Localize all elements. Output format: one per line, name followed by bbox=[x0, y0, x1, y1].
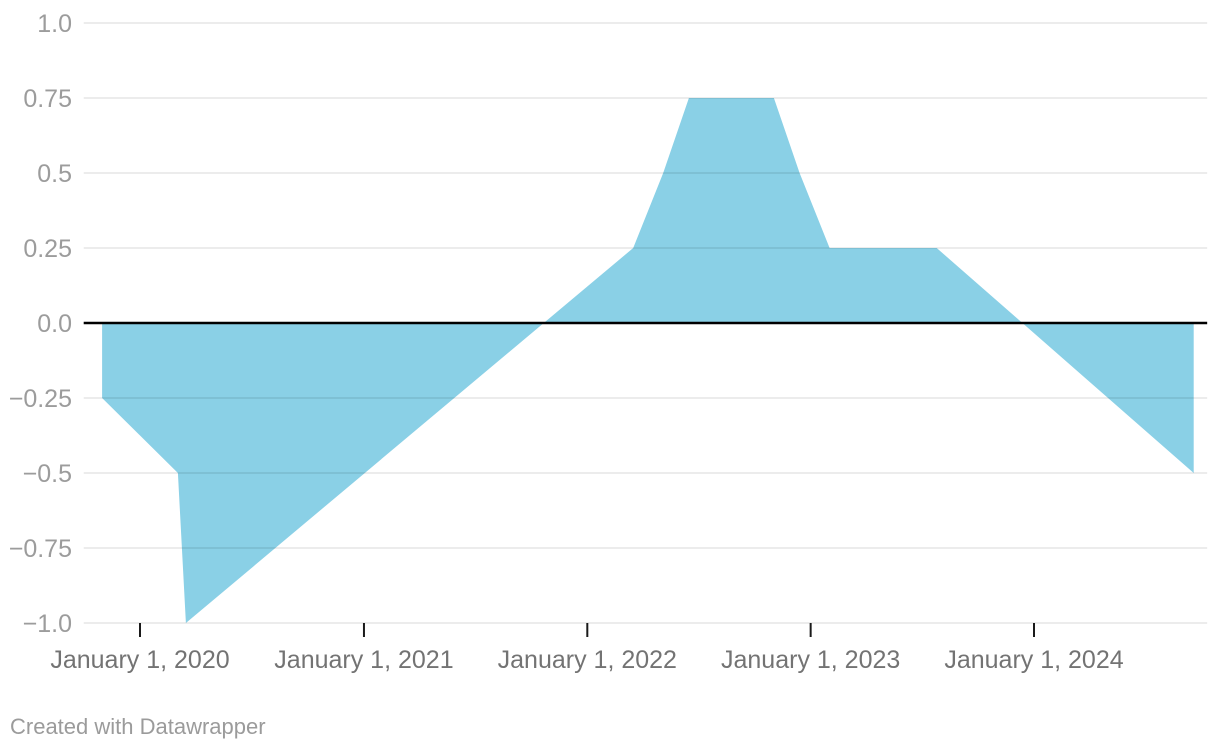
y-axis-tick-label: 0.0 bbox=[37, 310, 72, 338]
y-axis-tick-label: 0.5 bbox=[37, 160, 72, 188]
y-axis-tick-label: 0.75 bbox=[23, 85, 72, 113]
y-axis-tick-label: 1.0 bbox=[37, 10, 72, 38]
x-axis-tick-label: January 1, 2022 bbox=[498, 646, 677, 674]
y-axis-tick-label: 0.25 bbox=[23, 235, 72, 263]
y-axis-tick-label: −0.5 bbox=[23, 460, 72, 488]
datawrapper-credit-link[interactable]: Created with Datawrapper bbox=[10, 714, 266, 739]
x-axis-tick-label: January 1, 2023 bbox=[721, 646, 900, 674]
y-axis-tick-label: −0.25 bbox=[9, 385, 72, 413]
x-axis-tick-label: January 1, 2021 bbox=[274, 646, 453, 674]
area-series bbox=[102, 98, 1194, 623]
x-axis-tick-label: January 1, 2024 bbox=[944, 646, 1123, 674]
y-axis-tick-label: −1.0 bbox=[23, 610, 72, 638]
x-axis-tick-label: January 1, 2020 bbox=[50, 646, 229, 674]
y-axis-tick-label: −0.75 bbox=[9, 535, 72, 563]
